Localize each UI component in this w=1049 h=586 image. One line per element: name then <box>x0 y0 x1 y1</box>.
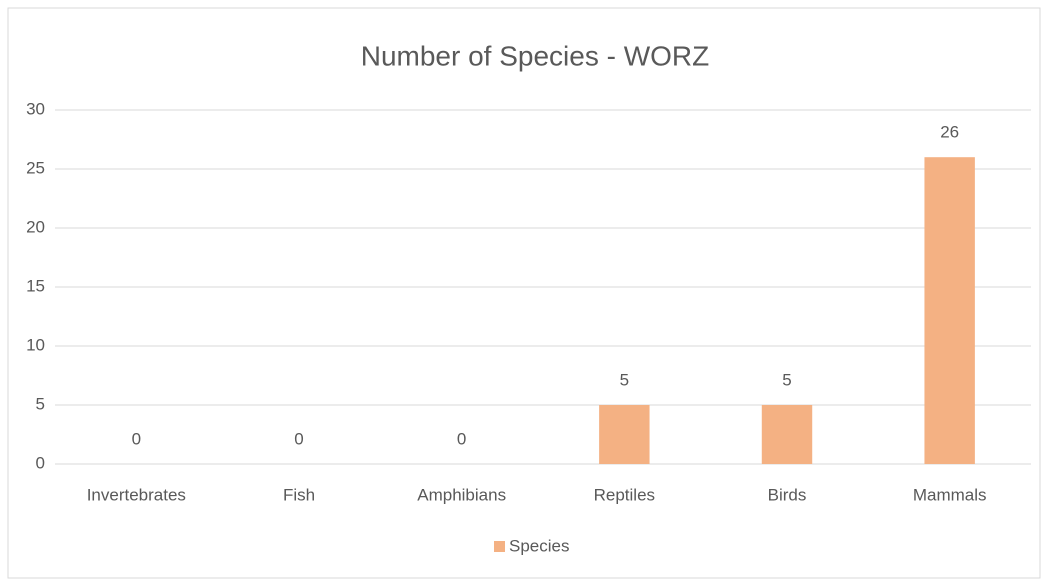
data-label: 0 <box>132 429 141 448</box>
y-tick-label: 20 <box>26 217 45 236</box>
data-label: 5 <box>782 370 791 389</box>
data-label: 5 <box>620 370 629 389</box>
data-label: 26 <box>940 123 959 142</box>
x-tick-label: Fish <box>283 485 315 504</box>
x-tick-label: Mammals <box>913 485 987 504</box>
y-tick-label: 10 <box>26 335 45 354</box>
bar <box>761 405 813 464</box>
x-tick-label: Birds <box>768 485 807 504</box>
x-tick-label: Reptiles <box>594 485 655 504</box>
data-label: 0 <box>457 429 466 448</box>
chart-frame <box>7 7 1041 579</box>
chart-title: Number of Species - WORZ <box>361 40 710 71</box>
y-tick-label: 15 <box>26 276 45 295</box>
legend-label: Species <box>509 536 569 555</box>
y-tick-label: 30 <box>26 99 45 118</box>
legend-swatch <box>494 541 505 552</box>
bar <box>924 157 975 464</box>
x-tick-label: Invertebrates <box>87 485 186 504</box>
y-tick-label: 0 <box>36 453 45 472</box>
y-tick-label: 5 <box>36 394 45 413</box>
y-tick-label: 25 <box>26 158 45 177</box>
bar <box>599 405 650 464</box>
x-tick-label: Amphibians <box>417 485 506 504</box>
data-label: 0 <box>294 429 303 448</box>
